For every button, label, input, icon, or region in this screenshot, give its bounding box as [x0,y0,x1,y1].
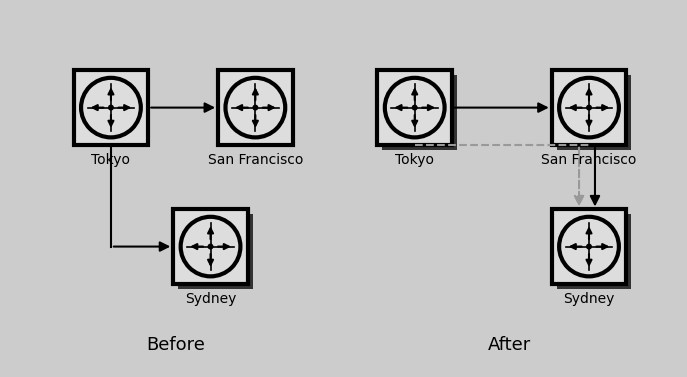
Text: Sydney: Sydney [563,292,615,306]
FancyBboxPatch shape [552,70,627,145]
FancyBboxPatch shape [178,214,253,289]
FancyBboxPatch shape [377,70,452,145]
Text: Before: Before [146,336,205,354]
FancyBboxPatch shape [556,214,631,289]
FancyBboxPatch shape [74,70,148,145]
Circle shape [559,217,619,276]
Circle shape [385,78,444,137]
Text: After: After [488,336,531,354]
Circle shape [207,244,214,250]
Circle shape [252,105,258,110]
Circle shape [108,105,114,110]
Circle shape [225,78,285,137]
Text: Tokyo: Tokyo [91,153,131,167]
FancyBboxPatch shape [218,70,293,145]
Circle shape [586,244,592,250]
FancyBboxPatch shape [556,75,631,150]
Text: San Francisco: San Francisco [541,153,637,167]
Circle shape [81,78,141,137]
FancyBboxPatch shape [552,209,627,284]
Text: Tokyo: Tokyo [395,153,434,167]
FancyBboxPatch shape [383,75,457,150]
FancyBboxPatch shape [173,209,248,284]
Circle shape [181,217,240,276]
Text: Sydney: Sydney [185,292,236,306]
Circle shape [586,105,592,110]
Circle shape [412,105,418,110]
Text: San Francisco: San Francisco [207,153,303,167]
Circle shape [559,78,619,137]
